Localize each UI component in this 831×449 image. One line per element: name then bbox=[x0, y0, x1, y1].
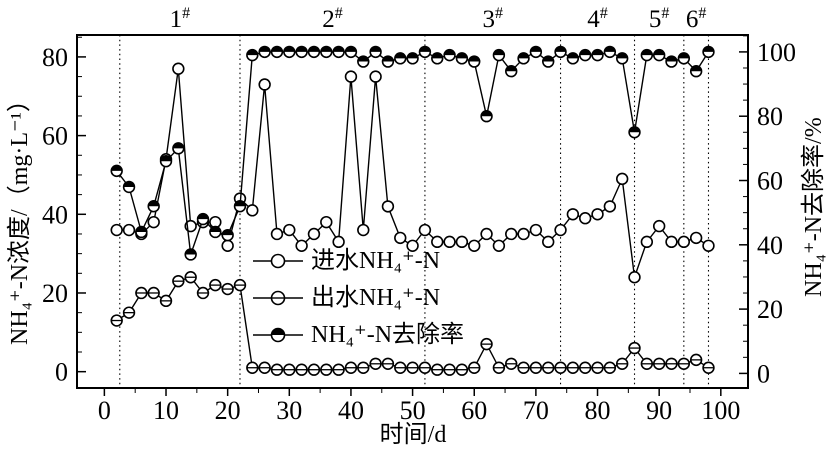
svg-text:80: 80 bbox=[585, 396, 611, 425]
series-effluent bbox=[110, 271, 715, 376]
series-removal bbox=[110, 45, 715, 261]
svg-text:0: 0 bbox=[757, 359, 770, 388]
svg-text:60: 60 bbox=[757, 167, 783, 196]
data-point bbox=[640, 235, 654, 249]
y-axis-right: 0 20 40 60 80 100 bbox=[739, 35, 796, 388]
data-point bbox=[468, 239, 481, 252]
data-point bbox=[406, 239, 419, 252]
data-point bbox=[628, 271, 641, 284]
open-circle-marker bbox=[253, 253, 303, 268]
data-point bbox=[147, 215, 160, 229]
hline-circle-marker bbox=[253, 290, 303, 305]
data-point bbox=[221, 239, 234, 252]
data-point bbox=[258, 78, 271, 91]
phase-label: 4# bbox=[587, 5, 608, 33]
data-point bbox=[665, 235, 678, 249]
svg-text:40: 40 bbox=[757, 231, 783, 260]
legend-item-effluent: 出水NH₄⁺-N bbox=[253, 284, 464, 311]
data-point bbox=[110, 223, 123, 237]
x-axis: 0 10 20 30 40 50 60 70 80 90 100 bbox=[98, 388, 740, 425]
x-axis-title: 时间/d bbox=[379, 422, 447, 448]
svg-text:20: 20 bbox=[42, 279, 68, 308]
data-point bbox=[505, 227, 518, 241]
svg-text:60: 60 bbox=[42, 122, 68, 151]
phase-label: 2# bbox=[322, 5, 343, 33]
legend-label-influent: 进水NH₄⁺-N bbox=[311, 247, 441, 274]
svg-text:90: 90 bbox=[646, 396, 672, 425]
legend: 进水NH₄⁺-N 出水NH₄⁺-N NH₄⁺-N去除率 bbox=[253, 249, 464, 360]
phase-label: 3# bbox=[482, 5, 503, 33]
svg-text:40: 40 bbox=[338, 396, 364, 425]
svg-text:20: 20 bbox=[757, 295, 783, 324]
data-point bbox=[542, 235, 555, 249]
data-point bbox=[357, 223, 370, 237]
data-point bbox=[369, 70, 382, 83]
data-point bbox=[246, 204, 259, 217]
data-point bbox=[702, 239, 715, 252]
data-point bbox=[615, 172, 629, 186]
phase-labels: 1# 2# 3# 4# 5# 6# bbox=[170, 5, 707, 33]
svg-text:100: 100 bbox=[701, 396, 740, 425]
data-point bbox=[578, 212, 592, 225]
data-point bbox=[418, 223, 432, 237]
legend-label-removal: NH₄⁺-N去除率 bbox=[311, 321, 465, 348]
svg-text:80: 80 bbox=[757, 102, 783, 131]
phase-label: 1# bbox=[170, 5, 191, 33]
data-point bbox=[529, 223, 543, 237]
svg-text:50: 50 bbox=[400, 396, 426, 425]
data-point bbox=[431, 235, 444, 249]
half-filled-circle-marker bbox=[253, 327, 303, 342]
data-point bbox=[172, 62, 185, 75]
data-point bbox=[566, 208, 580, 221]
legend-label-effluent: 出水NH₄⁺-N bbox=[311, 284, 441, 311]
data-point bbox=[480, 227, 493, 241]
data-point bbox=[443, 235, 456, 249]
legend-item-influent: 进水NH₄⁺-N bbox=[253, 247, 464, 274]
data-point bbox=[270, 227, 284, 241]
legend-item-removal: NH₄⁺-N去除率 bbox=[253, 321, 465, 348]
data-point bbox=[381, 200, 395, 213]
phase-label: 5# bbox=[649, 5, 670, 33]
svg-text:80: 80 bbox=[42, 43, 68, 72]
svg-text:100: 100 bbox=[757, 38, 796, 67]
data-point bbox=[652, 219, 666, 233]
data-point bbox=[307, 227, 321, 241]
svg-text:30: 30 bbox=[276, 396, 302, 425]
y-axis-right-title: NH₄⁺-N去除率/% bbox=[801, 117, 827, 297]
phase-label: 6# bbox=[686, 5, 707, 33]
svg-text:70: 70 bbox=[523, 396, 549, 425]
data-point bbox=[344, 70, 358, 83]
data-point bbox=[517, 227, 530, 241]
svg-text:0: 0 bbox=[98, 396, 111, 425]
data-point bbox=[295, 239, 308, 252]
y-axis-left-title: NH₄⁺-N浓度/（mg·L⁻¹） bbox=[7, 88, 33, 345]
svg-text:20: 20 bbox=[215, 396, 241, 425]
series-influent bbox=[110, 62, 715, 284]
data-point bbox=[394, 231, 407, 245]
svg-text:40: 40 bbox=[42, 200, 68, 229]
svg-text:0: 0 bbox=[55, 358, 68, 387]
data-point bbox=[554, 223, 567, 237]
data-point bbox=[283, 223, 296, 237]
data-point bbox=[689, 231, 703, 245]
data-point bbox=[603, 200, 617, 213]
data-point bbox=[492, 239, 506, 252]
data-point bbox=[122, 223, 136, 237]
svg-text:60: 60 bbox=[461, 396, 487, 425]
y-axis-left: 0 20 40 60 80 bbox=[42, 36, 86, 387]
data-point bbox=[677, 235, 691, 249]
data-point bbox=[455, 235, 469, 249]
data-point bbox=[320, 215, 333, 229]
data-point bbox=[332, 235, 345, 249]
data-point bbox=[591, 208, 604, 221]
svg-text:10: 10 bbox=[153, 396, 179, 425]
